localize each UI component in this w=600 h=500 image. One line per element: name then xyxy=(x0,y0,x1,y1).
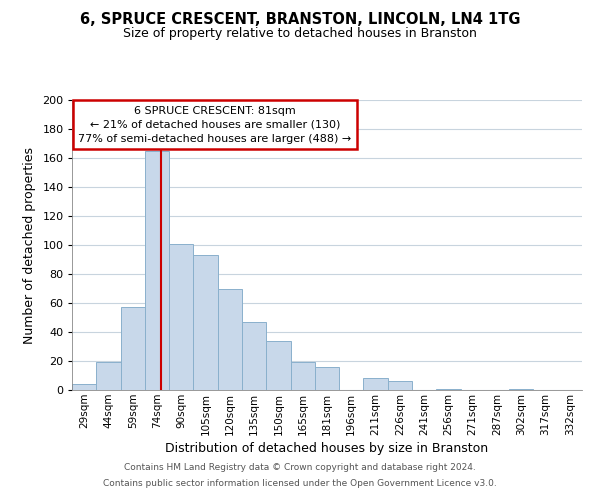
Text: Contains public sector information licensed under the Open Government Licence v3: Contains public sector information licen… xyxy=(103,478,497,488)
Y-axis label: Number of detached properties: Number of detached properties xyxy=(23,146,35,344)
Bar xyxy=(193,255,218,390)
Bar xyxy=(121,308,145,390)
Bar xyxy=(388,382,412,390)
Text: Size of property relative to detached houses in Branston: Size of property relative to detached ho… xyxy=(123,28,477,40)
Bar xyxy=(72,384,96,390)
Bar xyxy=(266,340,290,390)
Bar xyxy=(315,367,339,390)
Bar xyxy=(145,151,169,390)
Bar xyxy=(242,322,266,390)
Bar xyxy=(290,362,315,390)
Text: 6 SPRUCE CRESCENT: 81sqm
← 21% of detached houses are smaller (130)
77% of semi-: 6 SPRUCE CRESCENT: 81sqm ← 21% of detach… xyxy=(78,106,352,144)
Bar xyxy=(509,388,533,390)
Text: Contains HM Land Registry data © Crown copyright and database right 2024.: Contains HM Land Registry data © Crown c… xyxy=(124,464,476,472)
Bar xyxy=(96,362,121,390)
X-axis label: Distribution of detached houses by size in Branston: Distribution of detached houses by size … xyxy=(166,442,488,455)
Bar xyxy=(218,288,242,390)
Text: 6, SPRUCE CRESCENT, BRANSTON, LINCOLN, LN4 1TG: 6, SPRUCE CRESCENT, BRANSTON, LINCOLN, L… xyxy=(80,12,520,28)
Bar xyxy=(169,244,193,390)
Bar xyxy=(364,378,388,390)
Bar xyxy=(436,388,461,390)
